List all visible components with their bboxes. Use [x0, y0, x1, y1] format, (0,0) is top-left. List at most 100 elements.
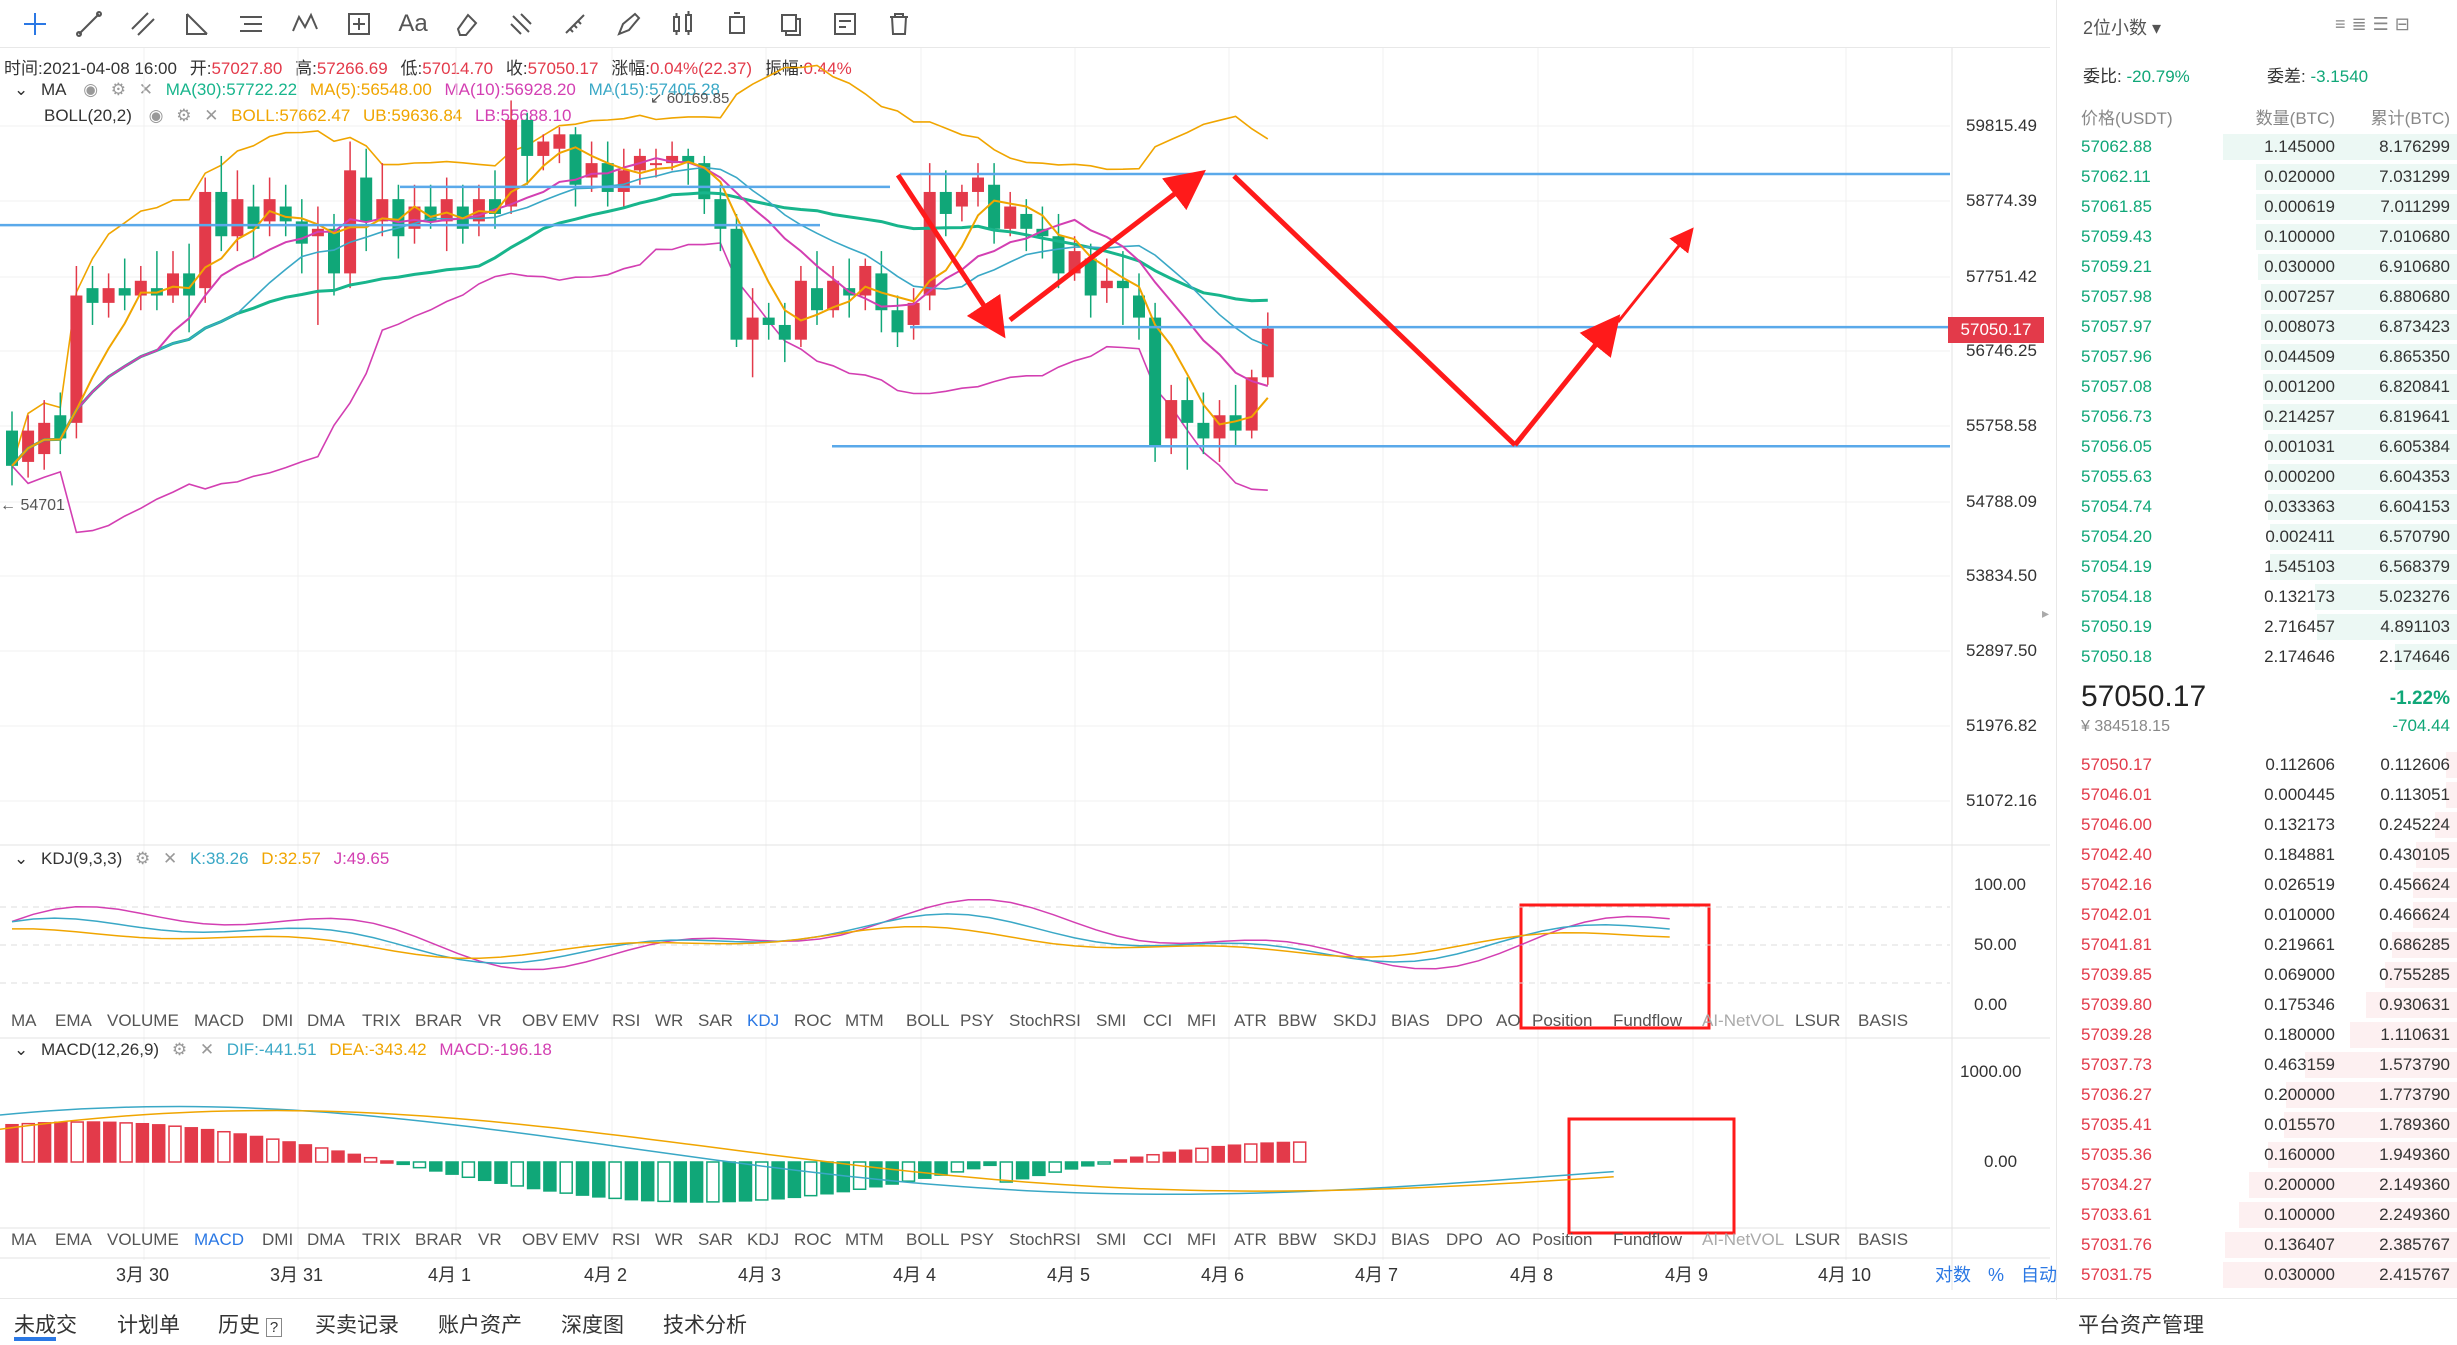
precision-select[interactable]: 2位小数 ▾ [2083, 14, 2161, 40]
indicator-tab-psy[interactable]: PSY [960, 1230, 994, 1250]
indicator-tab-sar[interactable]: SAR [698, 1011, 733, 1031]
indicator-tab-roc[interactable]: ROC [794, 1230, 832, 1250]
indicator-tab-emv[interactable]: EMV [562, 1011, 599, 1031]
indicator-tab-emv[interactable]: EMV [562, 1230, 599, 1250]
indicator-tab-lsur[interactable]: LSUR [1795, 1011, 1840, 1031]
indicator-tab-wr[interactable]: WR [655, 1230, 683, 1250]
indicator-tab-smi[interactable]: SMI [1096, 1011, 1126, 1031]
indicator-tab-kdj[interactable]: KDJ [747, 1230, 779, 1250]
indicator-tab-macd[interactable]: MACD [194, 1230, 244, 1250]
indicator-tab-dmi[interactable]: DMI [262, 1011, 293, 1031]
indicator-tab-rsi[interactable]: RSI [612, 1011, 640, 1031]
collapse-icon[interactable]: ⌄ [14, 849, 28, 868]
indicator-tab-rsi[interactable]: RSI [612, 1230, 640, 1250]
tab-technical-analysis[interactable]: 技术分析 [663, 1309, 747, 1339]
collapse-icon[interactable]: ⌄ [14, 1040, 28, 1059]
indicator-tab-boll[interactable]: BOLL [906, 1230, 949, 1250]
indicator-tab-vr[interactable]: VR [478, 1011, 502, 1031]
indicator-tab-position[interactable]: Position [1532, 1011, 1592, 1031]
kline-chart[interactable] [0, 0, 2050, 1300]
indicator-tab-skdj[interactable]: SKDJ [1333, 1230, 1376, 1250]
indicator-tab-roc[interactable]: ROC [794, 1011, 832, 1031]
settings-icon[interactable]: ⚙ [172, 1040, 187, 1059]
indicator-tab-bbw[interactable]: BBW [1278, 1230, 1317, 1250]
indicator-tab-ai-netvol[interactable]: AI-NetVOL [1702, 1230, 1784, 1250]
settings-icon[interactable]: ⚙ [135, 849, 150, 868]
indicator-tab-bias[interactable]: BIAS [1391, 1230, 1430, 1250]
tab-open-orders[interactable]: 未成交 [14, 1309, 77, 1339]
indicator-tab-atr[interactable]: ATR [1234, 1011, 1267, 1031]
indicator-tab-mtm[interactable]: MTM [845, 1011, 884, 1031]
tab-depth-chart[interactable]: 深度图 [561, 1309, 624, 1339]
indicator-tab-skdj[interactable]: SKDJ [1333, 1011, 1376, 1031]
percent-scale-toggle[interactable]: % [1988, 1265, 2004, 1285]
tab-plan-orders[interactable]: 计划单 [117, 1309, 180, 1339]
indicator-tab-brar[interactable]: BRAR [415, 1011, 462, 1031]
close-icon[interactable]: ✕ [200, 1040, 214, 1059]
view-mode-icons[interactable]: ≡≣☰⊟ [2335, 14, 2416, 35]
indicator-tab-mfi[interactable]: MFI [1187, 1230, 1216, 1250]
tab-account-assets[interactable]: 账户资产 [438, 1309, 522, 1339]
indicator-tab-smi[interactable]: SMI [1096, 1230, 1126, 1250]
indicator-tab-ema[interactable]: EMA [55, 1230, 92, 1250]
tab-history[interactable]: 历史 ? [218, 1309, 282, 1339]
indicator-tab-mfi[interactable]: MFI [1187, 1011, 1216, 1031]
indicator-tab-obv[interactable]: OBV [522, 1230, 558, 1250]
indicator-tab-basis[interactable]: BASIS [1858, 1230, 1908, 1250]
indicator-tab-stochrsi[interactable]: StochRSI [1009, 1011, 1081, 1031]
indicator-tab-boll[interactable]: BOLL [906, 1011, 949, 1031]
indicator-tab-macd[interactable]: MACD [194, 1011, 244, 1031]
platform-asset-management[interactable]: 平台资产管理 [2078, 1309, 2204, 1339]
indicator-tab-ma[interactable]: MA [11, 1230, 37, 1250]
indicator-tab-dmi[interactable]: DMI [262, 1230, 293, 1250]
indicator-tab-stochrsi[interactable]: StochRSI [1009, 1230, 1081, 1250]
indicator-tab-dma[interactable]: DMA [307, 1230, 345, 1250]
indicator-tab-dma[interactable]: DMA [307, 1011, 345, 1031]
log-scale-toggle[interactable]: 对数 [1935, 1265, 1971, 1285]
indicator-tab-ao[interactable]: AO [1496, 1011, 1521, 1031]
indicator-tab-kdj[interactable]: KDJ [747, 1011, 779, 1031]
indicator-tab-volume[interactable]: VOLUME [107, 1230, 179, 1250]
tab-trade-records[interactable]: 买卖记录 [315, 1309, 399, 1339]
indicator-tab-ma[interactable]: MA [11, 1011, 37, 1031]
indicator-tab-sar[interactable]: SAR [698, 1230, 733, 1250]
indicator-tab-mtm[interactable]: MTM [845, 1230, 884, 1250]
indicator-tab-brar[interactable]: BRAR [415, 1230, 462, 1250]
indicator-tab-position[interactable]: Position [1532, 1230, 1592, 1250]
indicator-tab-volume[interactable]: VOLUME [107, 1011, 179, 1031]
indicator-tab-vr[interactable]: VR [478, 1230, 502, 1250]
indicator-tab-cci[interactable]: CCI [1143, 1230, 1172, 1250]
indicator-tab-basis[interactable]: BASIS [1858, 1011, 1908, 1031]
indicator-tab-psy[interactable]: PSY [960, 1011, 994, 1031]
